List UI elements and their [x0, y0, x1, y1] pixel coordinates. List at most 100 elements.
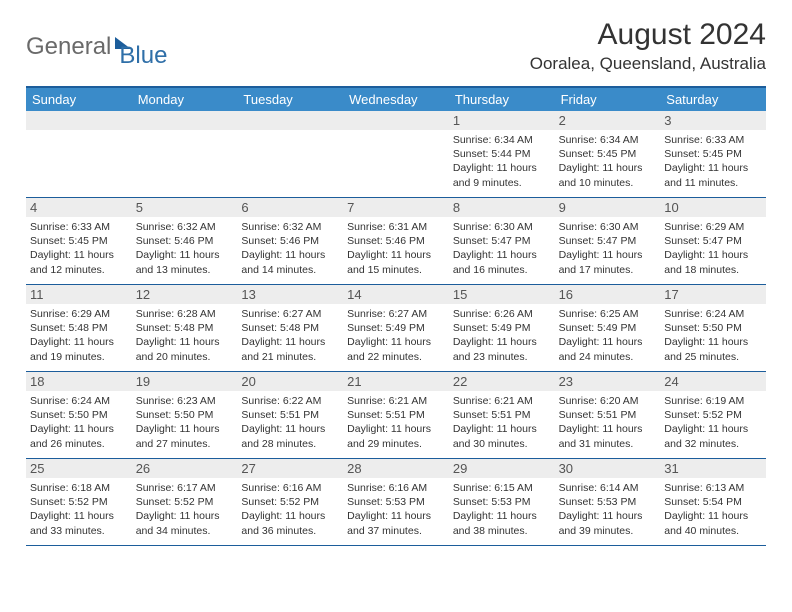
sunrise-line: Sunrise: 6:24 AM — [30, 394, 128, 408]
sunset-line: Sunset: 5:47 PM — [559, 234, 657, 248]
day-cell: 31Sunrise: 6:13 AMSunset: 5:54 PMDayligh… — [660, 459, 766, 545]
day-cell: 6Sunrise: 6:32 AMSunset: 5:46 PMDaylight… — [237, 198, 343, 284]
daylight-line: Daylight: 11 hours and 15 minutes. — [347, 248, 445, 276]
day-cell: 7Sunrise: 6:31 AMSunset: 5:46 PMDaylight… — [343, 198, 449, 284]
daylight-line: Daylight: 11 hours and 22 minutes. — [347, 335, 445, 363]
sunset-line: Sunset: 5:53 PM — [559, 495, 657, 509]
daylight-line: Daylight: 11 hours and 9 minutes. — [453, 161, 551, 189]
day-number: 13 — [237, 285, 343, 304]
daylight-line: Daylight: 11 hours and 21 minutes. — [241, 335, 339, 363]
day-number: 24 — [660, 372, 766, 391]
daylight-line: Daylight: 11 hours and 39 minutes. — [559, 509, 657, 537]
weekday-header: Wednesday — [343, 88, 449, 111]
day-number: 10 — [660, 198, 766, 217]
sunrise-line: Sunrise: 6:31 AM — [347, 220, 445, 234]
location-text: Ooralea, Queensland, Australia — [530, 54, 766, 74]
weekday-header: Thursday — [449, 88, 555, 111]
sunset-line: Sunset: 5:51 PM — [241, 408, 339, 422]
sunset-line: Sunset: 5:53 PM — [453, 495, 551, 509]
day-cell: 4Sunrise: 6:33 AMSunset: 5:45 PMDaylight… — [26, 198, 132, 284]
daylight-line: Daylight: 11 hours and 26 minutes. — [30, 422, 128, 450]
day-cell: 13Sunrise: 6:27 AMSunset: 5:48 PMDayligh… — [237, 285, 343, 371]
daylight-line: Daylight: 11 hours and 12 minutes. — [30, 248, 128, 276]
daylight-line: Daylight: 11 hours and 33 minutes. — [30, 509, 128, 537]
day-number-empty — [237, 111, 343, 130]
day-cell: 10Sunrise: 6:29 AMSunset: 5:47 PMDayligh… — [660, 198, 766, 284]
day-number: 15 — [449, 285, 555, 304]
daylight-line: Daylight: 11 hours and 31 minutes. — [559, 422, 657, 450]
day-number: 4 — [26, 198, 132, 217]
sunrise-line: Sunrise: 6:16 AM — [347, 481, 445, 495]
daylight-line: Daylight: 11 hours and 32 minutes. — [664, 422, 762, 450]
day-number-empty — [26, 111, 132, 130]
day-number: 18 — [26, 372, 132, 391]
day-cell: 12Sunrise: 6:28 AMSunset: 5:48 PMDayligh… — [132, 285, 238, 371]
day-cell: 19Sunrise: 6:23 AMSunset: 5:50 PMDayligh… — [132, 372, 238, 458]
daylight-line: Daylight: 11 hours and 29 minutes. — [347, 422, 445, 450]
daylight-line: Daylight: 11 hours and 16 minutes. — [453, 248, 551, 276]
sunrise-line: Sunrise: 6:32 AM — [136, 220, 234, 234]
sunrise-line: Sunrise: 6:17 AM — [136, 481, 234, 495]
page-header: General Blue August 2024 Ooralea, Queens… — [26, 18, 766, 74]
daylight-line: Daylight: 11 hours and 28 minutes. — [241, 422, 339, 450]
day-cell — [26, 111, 132, 197]
daylight-line: Daylight: 11 hours and 17 minutes. — [559, 248, 657, 276]
sunset-line: Sunset: 5:48 PM — [136, 321, 234, 335]
day-number: 2 — [555, 111, 661, 130]
day-cell: 26 Sunrise: 6:17 AMSunset: 5:52 PMDayligh… — [132, 459, 238, 545]
day-number: 25 — [26, 459, 132, 478]
day-cell: 17Sunrise: 6:24 AMSunset: 5:50 PMDayligh… — [660, 285, 766, 371]
weekday-header: Saturday — [660, 88, 766, 111]
sunrise-line: Sunrise: 6:14 AM — [559, 481, 657, 495]
day-cell: 22Sunrise: 6:21 AMSunset: 5:51 PMDayligh… — [449, 372, 555, 458]
sunrise-line: Sunrise: 6:34 AM — [453, 133, 551, 147]
daylight-line: Daylight: 11 hours and 40 minutes. — [664, 509, 762, 537]
daylight-line: Daylight: 11 hours and 19 minutes. — [30, 335, 128, 363]
sunset-line: Sunset: 5:50 PM — [664, 321, 762, 335]
day-cell: 25Sunrise: 6:18 AMSunset: 5:52 PMDayligh… — [26, 459, 132, 545]
sunrise-line: Sunrise: 6:28 AM — [136, 307, 234, 321]
day-number: 9 — [555, 198, 661, 217]
day-cell: 1Sunrise: 6:34 AMSunset: 5:44 PMDaylight… — [449, 111, 555, 197]
day-cell: 11Sunrise: 6:29 AMSunset: 5:48 PMDayligh… — [26, 285, 132, 371]
sunrise-line: Sunrise: 6:22 AM — [241, 394, 339, 408]
day-cell: 9 Sunrise: 6:30 AMSunset: 5:47 PMDaylight… — [555, 198, 661, 284]
weekday-header: Sunday — [26, 88, 132, 111]
sunrise-line: Sunrise: 6:27 AM — [241, 307, 339, 321]
day-cell: 27Sunrise: 6:16 AMSunset: 5:52 PMDayligh… — [237, 459, 343, 545]
sunrise-line: Sunrise: 6:29 AM — [664, 220, 762, 234]
day-cell: 16Sunrise: 6:25 AMSunset: 5:49 PMDayligh… — [555, 285, 661, 371]
day-number: 28 — [343, 459, 449, 478]
calendar-body: 1Sunrise: 6:34 AMSunset: 5:44 PMDaylight… — [26, 111, 766, 546]
sunrise-line: Sunrise: 6:30 AM — [559, 220, 657, 234]
day-number: 29 — [449, 459, 555, 478]
day-number: 16 — [555, 285, 661, 304]
day-number: 27 — [237, 459, 343, 478]
sunrise-line: Sunrise: 6:33 AM — [30, 220, 128, 234]
sunset-line: Sunset: 5:52 PM — [30, 495, 128, 509]
sunset-line: Sunset: 5:48 PM — [30, 321, 128, 335]
day-cell: 28Sunrise: 6:16 AMSunset: 5:53 PMDayligh… — [343, 459, 449, 545]
day-number: 12 — [132, 285, 238, 304]
day-cell — [132, 111, 238, 197]
daylight-line: Daylight: 11 hours and 24 minutes. — [559, 335, 657, 363]
daylight-line: Daylight: 11 hours and 34 minutes. — [136, 509, 234, 537]
day-number-empty — [343, 111, 449, 130]
sunrise-line: Sunrise: 6:23 AM — [136, 394, 234, 408]
sunrise-line: Sunrise: 6:30 AM — [453, 220, 551, 234]
day-number: 26 — [132, 459, 238, 478]
sunset-line: Sunset: 5:49 PM — [453, 321, 551, 335]
week-row: 1Sunrise: 6:34 AMSunset: 5:44 PMDaylight… — [26, 111, 766, 198]
sunset-line: Sunset: 5:52 PM — [136, 495, 234, 509]
sunrise-line: Sunrise: 6:21 AM — [347, 394, 445, 408]
daylight-line: Daylight: 11 hours and 18 minutes. — [664, 248, 762, 276]
daylight-line: Daylight: 11 hours and 38 minutes. — [453, 509, 551, 537]
day-number: 31 — [660, 459, 766, 478]
day-cell: 23Sunrise: 6:20 AMSunset: 5:51 PMDayligh… — [555, 372, 661, 458]
sunrise-line: Sunrise: 6:34 AM — [559, 133, 657, 147]
daylight-line: Daylight: 11 hours and 14 minutes. — [241, 248, 339, 276]
day-cell: 2Sunrise: 6:34 AMSunset: 5:45 PMDaylight… — [555, 111, 661, 197]
day-cell: 8Sunrise: 6:30 AMSunset: 5:47 PMDaylight… — [449, 198, 555, 284]
sunset-line: Sunset: 5:45 PM — [559, 147, 657, 161]
week-row: 4Sunrise: 6:33 AMSunset: 5:45 PMDaylight… — [26, 198, 766, 285]
